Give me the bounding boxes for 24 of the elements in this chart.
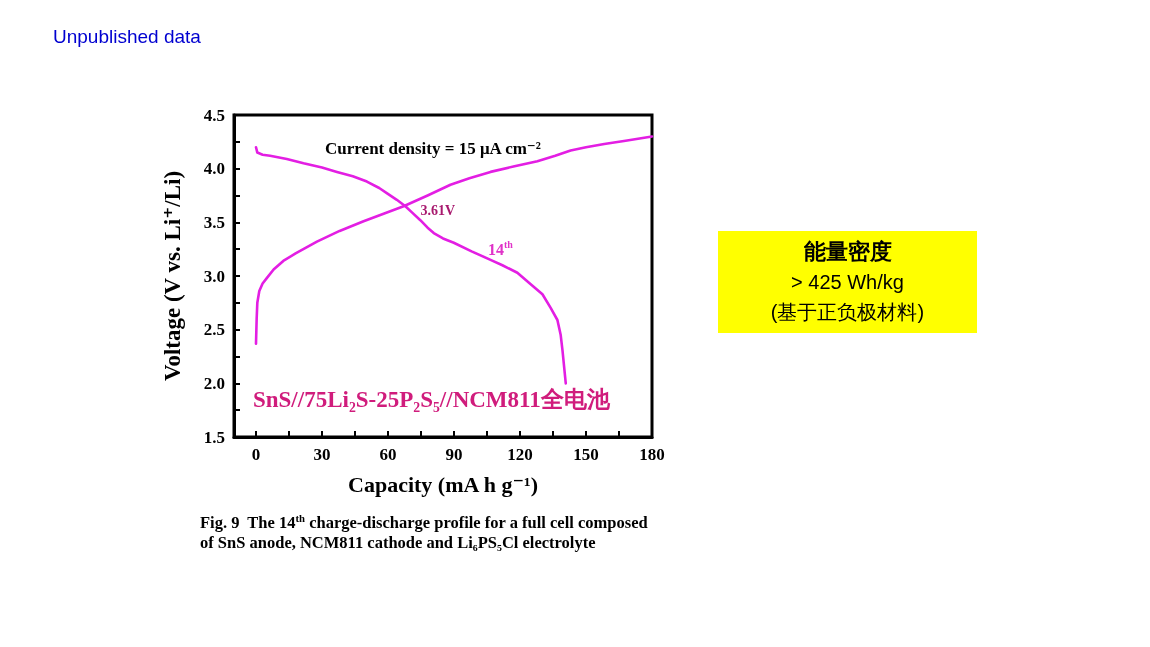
x-tick-label: 120 bbox=[507, 445, 533, 464]
y-tick-label: 4.5 bbox=[203, 105, 225, 125]
y-axis-title: Voltage (V vs. Li⁺/Li) bbox=[160, 170, 185, 382]
y-tick-label: 4.0 bbox=[203, 159, 225, 179]
text: Unpublished data bbox=[53, 26, 201, 48]
x-tick-label: 30 bbox=[313, 445, 331, 464]
x-tick-label: 180 bbox=[639, 445, 665, 464]
x-tick-label: 90 bbox=[445, 445, 463, 464]
text: (基于正负极材料) bbox=[770, 300, 925, 325]
y-tick-label: 2.0 bbox=[203, 373, 225, 393]
text: 能量密度 bbox=[803, 238, 892, 266]
x-tick-label: 60 bbox=[379, 445, 397, 464]
x-tick-label: 150 bbox=[573, 445, 599, 464]
y-tick-label: 3.0 bbox=[203, 266, 225, 286]
y-tick-label: 2.5 bbox=[203, 320, 225, 340]
y-tick-label: 3.5 bbox=[203, 212, 225, 232]
annotation: Current density = 15 μA cm⁻² bbox=[325, 138, 541, 158]
x-axis-title: Capacity (mA h g⁻¹) bbox=[348, 471, 538, 497]
annotation: SnS//75Li₂S-25P₂S₅//NCM811全电池 bbox=[253, 386, 611, 412]
annotation: 3.61V bbox=[420, 203, 456, 219]
caption: Fig. 9 The 14$^{th}$ charge-discharge profile for a full cell composed of SnS anode, NCM811 cathode and Li₆PS₅Cl electrolyte bbox=[200, 511, 649, 553]
text: > 425 Wh/kg bbox=[791, 270, 904, 295]
y-tick-label: 1.5 bbox=[203, 427, 225, 447]
x-tick-label: 0 bbox=[251, 445, 261, 464]
